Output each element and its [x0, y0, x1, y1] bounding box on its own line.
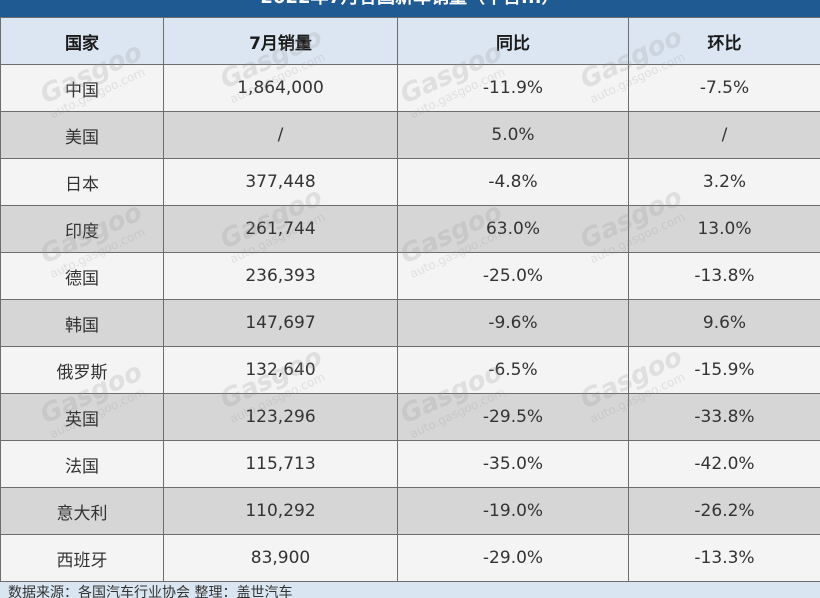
cell-mom: 9.6% [628, 299, 820, 347]
table-body: 中国 1,864,000 -11.9% -7.5% 美国/5.0% / 日本 377,448-… [0, 64, 820, 582]
cell-sales: 236,393 [163, 252, 398, 300]
cell-yoy: -29.5% [397, 393, 629, 441]
table-row: 法国 115,713 -35.0% -42.0% [0, 440, 820, 488]
cell-yoy: -6.5% [397, 346, 629, 394]
cell-country: 俄罗斯 [0, 346, 164, 394]
table-row: 意大利 110,292 -19.0% -26.2% [0, 487, 820, 535]
cell-yoy: -29.0% [397, 534, 629, 582]
cell-country: 美国 [0, 111, 164, 159]
cell-yoy: -19.0% [397, 487, 629, 535]
title-bar: 2022年7月各国新车销量（不含...） [0, 0, 820, 17]
header-mom: 环比 [628, 17, 820, 65]
cell-yoy: 5.0% [397, 111, 629, 159]
cell-sales: 1,864,000 [163, 64, 398, 112]
cell-mom: 3.2% [628, 158, 820, 206]
table-title: 2022年7月各国新车销量（不含...） [0, 0, 820, 9]
cell-mom: -13.8% [628, 252, 820, 300]
footer-source: 数据来源：各国汽车行业协会 整理：盖世汽车 [8, 585, 293, 598]
table-row: 西班牙 83,900 -29.0% -13.3% [0, 534, 820, 582]
cell-sales: 110,292 [163, 487, 398, 535]
cell-sales: / [163, 111, 398, 159]
cell-sales: 261,744 [163, 205, 398, 253]
cell-yoy: -25.0% [397, 252, 629, 300]
table-row: 日本 377,448 -4.8% 3.2% [0, 158, 820, 206]
table-row: 美国/5.0% / [0, 111, 820, 159]
cell-mom: 13.0% [628, 205, 820, 253]
table-row: 俄罗斯 132,640 -6.5% -15.9% [0, 346, 820, 394]
header-sales: 7月销量 [163, 17, 398, 65]
cell-mom: -42.0% [628, 440, 820, 488]
cell-mom: -7.5% [628, 64, 820, 112]
header-country: 国家 [0, 17, 164, 65]
cell-mom: / [628, 111, 820, 159]
cell-sales: 123,296 [163, 393, 398, 441]
table-row: 英国 123,296 -29.5% -33.8% [0, 393, 820, 441]
cell-mom: -33.8% [628, 393, 820, 441]
header-row: 国家 7月销量 同比 环比 [0, 17, 820, 65]
cell-country: 西班牙 [0, 534, 164, 582]
header-yoy: 同比 [397, 17, 629, 65]
cell-country: 法国 [0, 440, 164, 488]
sales-table: 国家 7月销量 同比 环比 中国 1,864,000 -11.9% -7.5% 美国/5… [0, 17, 820, 582]
cell-sales: 147,697 [163, 299, 398, 347]
cell-yoy: 63.0% [397, 205, 629, 253]
cell-yoy: -9.6% [397, 299, 629, 347]
table-row: 德国 236,393 -25.0% -13.8% [0, 252, 820, 300]
cell-sales: 83,900 [163, 534, 398, 582]
cell-country: 德国 [0, 252, 164, 300]
cell-sales: 377,448 [163, 158, 398, 206]
table-row: 印度 261,744 63.0% 13.0% [0, 205, 820, 253]
footer: 数据来源：各国汽车行业协会 整理：盖世汽车 [0, 582, 820, 598]
table-row: 韩国 147,697 -9.6% 9.6% [0, 299, 820, 347]
cell-country: 中国 [0, 64, 164, 112]
table-row: 中国 1,864,000 -11.9% -7.5% [0, 64, 820, 112]
cell-mom: -15.9% [628, 346, 820, 394]
cell-country: 英国 [0, 393, 164, 441]
cell-yoy: -35.0% [397, 440, 629, 488]
cell-mom: -26.2% [628, 487, 820, 535]
cell-mom: -13.3% [628, 534, 820, 582]
cell-yoy: -11.9% [397, 64, 629, 112]
cell-country: 韩国 [0, 299, 164, 347]
cell-sales: 132,640 [163, 346, 398, 394]
cell-yoy: -4.8% [397, 158, 629, 206]
cell-country: 印度 [0, 205, 164, 253]
cell-country: 意大利 [0, 487, 164, 535]
cell-country: 日本 [0, 158, 164, 206]
cell-sales: 115,713 [163, 440, 398, 488]
